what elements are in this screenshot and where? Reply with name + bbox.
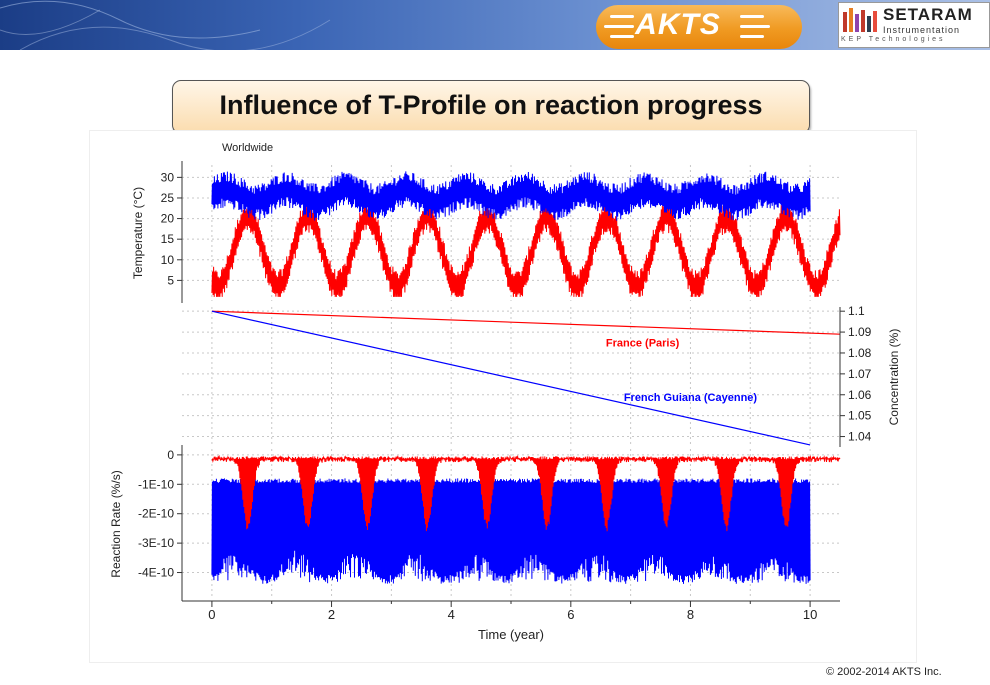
y-tick-label: 10	[161, 253, 175, 267]
y-axis-label: Reaction Rate (%/s)	[109, 470, 123, 577]
concentration-series-cayenne	[211, 310, 811, 446]
akts-logo	[596, 5, 802, 49]
y-tick-label: 1.09	[848, 325, 872, 339]
chart-panel: France (Paris) French Guiana (Cayenne) 5 10…	[89, 130, 917, 663]
chart-svg: France (Paris) French Guiana (Cayenne) 5 10…	[109, 142, 901, 642]
setaram-tagline: KEP Technologies	[841, 36, 946, 43]
y-tick-label: 5	[167, 273, 174, 287]
x-tick-label: 0	[208, 607, 215, 622]
y-tick-label: 1.05	[848, 409, 872, 423]
y-tick-label: 0	[167, 448, 174, 462]
y-tick-label: -1E-10	[138, 477, 174, 491]
panel-2-grid	[182, 307, 840, 447]
x-tick-label: 4	[448, 607, 455, 622]
akts-logo-text: AKTS	[635, 8, 721, 41]
y-axis-label-right: Concentration (%)	[887, 329, 901, 426]
y-tick-label: 1.1	[848, 304, 865, 318]
setaram-bars-icon	[843, 8, 877, 32]
y-tick-label: -3E-10	[138, 536, 174, 550]
rate-series-cayenne	[211, 478, 811, 584]
setaram-subtitle: Instrumentation	[883, 25, 985, 35]
chart-title: Worldwide	[222, 142, 273, 154]
slide-title-box: Influence of T-Profile on reaction progr…	[172, 80, 810, 134]
temperature-series-cayenne	[211, 171, 811, 221]
x-tick-label: 8	[687, 607, 694, 622]
y-tick-label: -4E-10	[138, 566, 174, 580]
x-tick-label: 6	[567, 607, 574, 622]
y-tick-label: 25	[161, 191, 175, 205]
y-tick-label: -2E-10	[138, 507, 174, 521]
y-axis-label: Temperature (°C)	[131, 187, 145, 279]
temperature-series-paris	[211, 200, 841, 297]
x-tick-label: 2	[328, 607, 335, 622]
x-tick-label: 10	[803, 607, 817, 622]
x-axis-label: Time (year)	[478, 627, 544, 642]
header-banner: AKTS SETARAM Instrumentation KEP Technol…	[0, 0, 990, 50]
copyright-text: © 2002-2014 AKTS Inc.	[826, 666, 942, 678]
y-tick-label: 1.06	[848, 388, 872, 402]
y-tick-label: 1.08	[848, 346, 872, 360]
y-tick-label: 15	[161, 232, 175, 246]
y-tick-label: 1.07	[848, 367, 872, 381]
banner-swirl-decoration	[0, 0, 331, 50]
setaram-name: SETARAM	[883, 5, 973, 24]
setaram-logo: SETARAM Instrumentation KEP Technologies	[838, 2, 990, 48]
concentration-series-paris	[211, 310, 841, 335]
annotation-paris: France (Paris)	[606, 338, 680, 350]
rate-series-paris	[211, 454, 841, 532]
y-tick-label: 30	[161, 170, 175, 184]
y-tick-label: 20	[161, 212, 175, 226]
annotation-cayenne: French Guiana (Cayenne)	[624, 392, 758, 404]
slide-title: Influence of T-Profile on reaction progr…	[219, 90, 763, 120]
y-tick-label: 1.04	[848, 430, 872, 444]
